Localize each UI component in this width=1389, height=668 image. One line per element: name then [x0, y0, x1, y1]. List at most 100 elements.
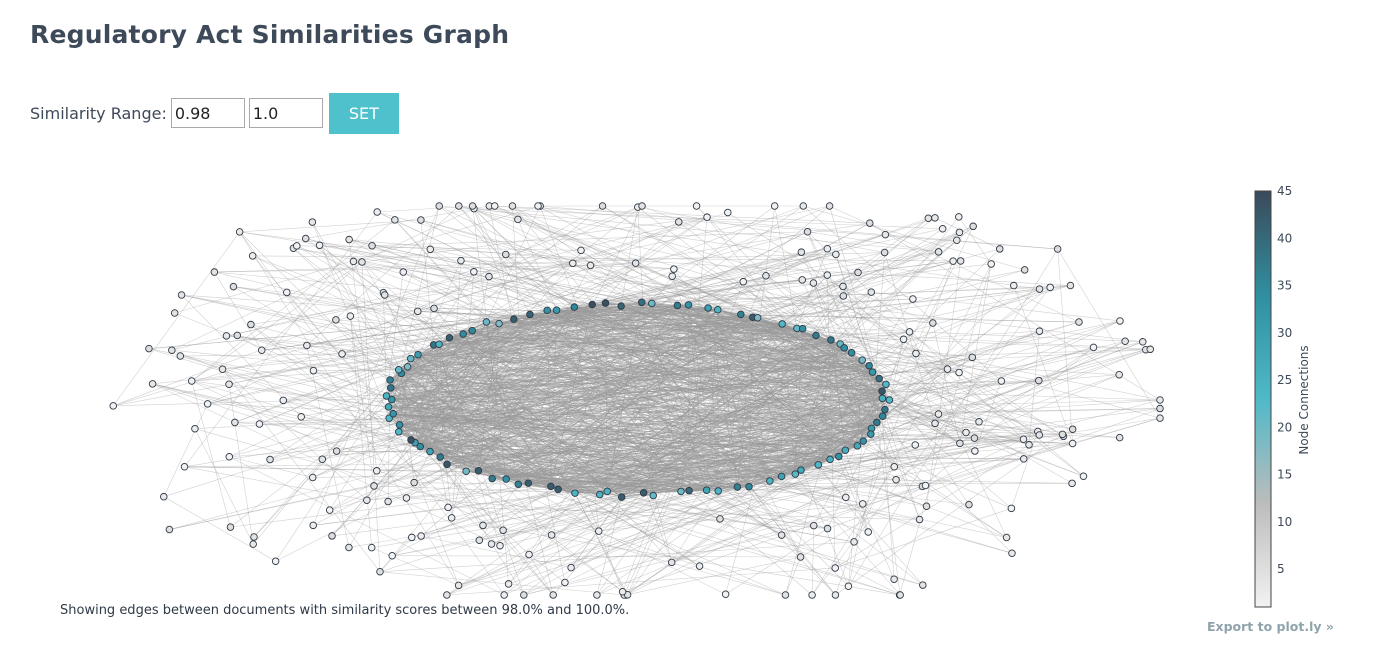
graph-node[interactable]	[1020, 455, 1028, 463]
graph-node[interactable]	[617, 302, 625, 310]
range-max-input[interactable]	[248, 98, 323, 128]
graph-node[interactable]	[799, 202, 808, 210]
graph-node[interactable]	[180, 463, 189, 471]
range-min-input[interactable]	[170, 98, 245, 128]
graph-node[interactable]	[443, 460, 451, 469]
graph-node[interactable]	[338, 350, 346, 358]
graph-node[interactable]	[812, 331, 820, 340]
graph-node[interactable]	[905, 328, 914, 336]
graph-node[interactable]	[547, 482, 555, 491]
graph-node[interactable]	[1008, 549, 1016, 557]
graph-node[interactable]	[445, 333, 454, 342]
graph-node[interactable]	[454, 581, 463, 590]
graph-node[interactable]	[745, 483, 753, 491]
graph-node[interactable]	[386, 376, 394, 384]
graph-node[interactable]	[435, 340, 443, 348]
graph-node[interactable]	[402, 494, 411, 502]
graph-node[interactable]	[444, 503, 452, 512]
graph-node[interactable]	[470, 268, 478, 276]
graph-node[interactable]	[222, 332, 231, 340]
graph-node[interactable]	[380, 291, 389, 299]
graph-node[interactable]	[931, 419, 939, 428]
graph-node[interactable]	[878, 394, 887, 403]
graph-node[interactable]	[841, 446, 850, 454]
graph-node[interactable]	[210, 268, 219, 276]
graph-node[interactable]	[839, 292, 848, 300]
graph-node[interactable]	[1079, 472, 1088, 480]
graph-node[interactable]	[909, 295, 917, 303]
graph-node[interactable]	[395, 421, 404, 429]
graph-node[interactable]	[724, 208, 732, 217]
graph-node[interactable]	[667, 558, 676, 567]
graph-node[interactable]	[525, 550, 533, 559]
graph-node[interactable]	[878, 387, 886, 395]
graph-node[interactable]	[382, 392, 391, 400]
graph-node[interactable]	[703, 213, 711, 221]
graph-node[interactable]	[593, 591, 601, 599]
graph-node[interactable]	[301, 234, 310, 243]
graph-node[interactable]	[1053, 245, 1062, 253]
graph-node[interactable]	[617, 493, 626, 501]
graph-node[interactable]	[890, 575, 898, 583]
graph-node[interactable]	[549, 591, 557, 599]
graph-node[interactable]	[225, 452, 234, 461]
graph-node[interactable]	[145, 344, 153, 353]
graph-node[interactable]	[468, 326, 476, 335]
graph-node[interactable]	[890, 463, 899, 471]
graph-node[interactable]	[561, 578, 569, 587]
graph-node[interactable]	[462, 467, 470, 475]
graph-node[interactable]	[618, 588, 627, 596]
graph-node[interactable]	[417, 532, 425, 540]
graph-node[interactable]	[739, 277, 748, 286]
graph-node[interactable]	[847, 348, 856, 357]
graph-node[interactable]	[714, 487, 722, 495]
graph-node[interactable]	[510, 315, 518, 323]
graph-node[interactable]	[297, 413, 305, 421]
graph-node[interactable]	[1020, 266, 1029, 274]
graph-node[interactable]	[148, 380, 157, 388]
graph-node[interactable]	[922, 502, 931, 511]
graph-node[interactable]	[388, 395, 396, 404]
graph-node[interactable]	[487, 540, 496, 548]
graph-node[interactable]	[962, 428, 970, 437]
graph-node[interactable]	[975, 418, 983, 426]
graph-node[interactable]	[796, 553, 805, 561]
graph-node[interactable]	[502, 475, 510, 483]
graph-node[interactable]	[459, 330, 467, 338]
graph-node[interactable]	[842, 493, 850, 502]
graph-node[interactable]	[407, 436, 415, 444]
graph-node[interactable]	[1035, 431, 1044, 439]
graph-node[interactable]	[955, 213, 963, 221]
graph-node[interactable]	[257, 346, 266, 354]
graph-node[interactable]	[367, 543, 376, 552]
graph-node[interactable]	[865, 361, 873, 370]
graph-node[interactable]	[1010, 281, 1018, 290]
graph-node[interactable]	[508, 202, 517, 210]
graph-node[interactable]	[309, 521, 317, 530]
graph-node[interactable]	[447, 514, 456, 522]
graph-node[interactable]	[823, 524, 832, 533]
graph-node[interactable]	[912, 349, 920, 358]
graph-node[interactable]	[1007, 504, 1016, 513]
graph-node[interactable]	[1068, 439, 1077, 448]
graph-node[interactable]	[968, 353, 977, 362]
graph-node[interactable]	[504, 580, 513, 588]
graph-node[interactable]	[479, 521, 487, 530]
graph-node[interactable]	[921, 481, 930, 490]
graph-node[interactable]	[899, 335, 908, 344]
graph-node[interactable]	[692, 202, 701, 210]
graph-node[interactable]	[673, 301, 682, 310]
graph-node[interactable]	[969, 222, 977, 231]
graph-node[interactable]	[226, 523, 235, 531]
graph-node[interactable]	[639, 489, 648, 497]
graph-node[interactable]	[266, 455, 274, 464]
graph-node[interactable]	[798, 324, 807, 333]
graph-node[interactable]	[668, 272, 676, 280]
graph-node[interactable]	[814, 461, 823, 469]
graph-node[interactable]	[384, 403, 393, 411]
graph-node[interactable]	[1035, 376, 1043, 385]
graph-node[interactable]	[1156, 396, 1164, 404]
graph-node[interactable]	[924, 214, 933, 223]
graph-node[interactable]	[956, 257, 965, 265]
graph-node[interactable]	[929, 319, 937, 327]
